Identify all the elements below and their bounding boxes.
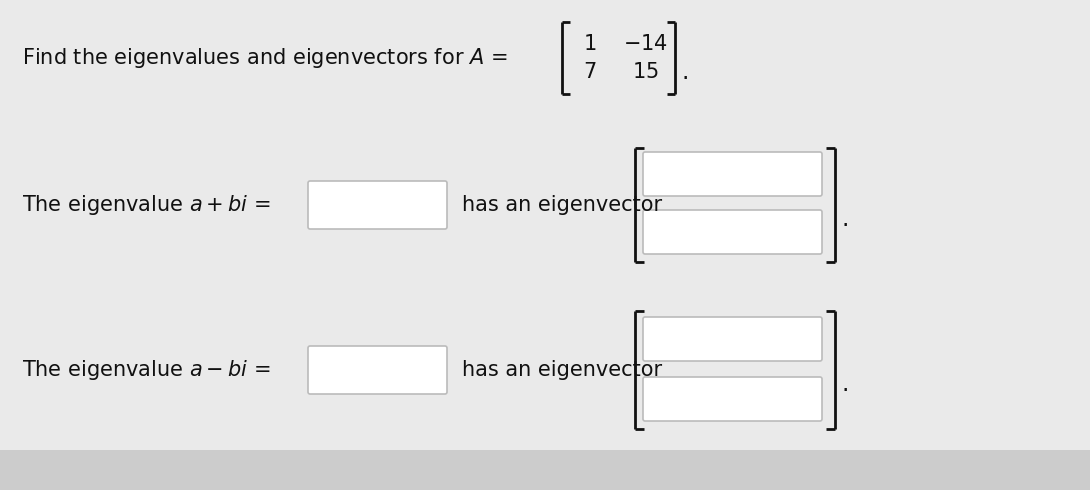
FancyBboxPatch shape bbox=[643, 152, 822, 196]
FancyBboxPatch shape bbox=[643, 317, 822, 361]
Bar bbox=[0, 450, 1090, 490]
Text: .: . bbox=[841, 207, 848, 231]
Text: The eigenvalue $a + bi$ =: The eigenvalue $a + bi$ = bbox=[22, 193, 270, 217]
Text: .: . bbox=[841, 372, 848, 396]
Text: $-14$: $-14$ bbox=[622, 34, 667, 54]
FancyBboxPatch shape bbox=[308, 346, 447, 394]
Text: $1$: $1$ bbox=[583, 34, 596, 54]
FancyBboxPatch shape bbox=[308, 181, 447, 229]
FancyBboxPatch shape bbox=[643, 210, 822, 254]
Text: The eigenvalue $a - bi$ =: The eigenvalue $a - bi$ = bbox=[22, 358, 270, 382]
Text: has an eigenvector: has an eigenvector bbox=[462, 360, 662, 380]
Text: $7$: $7$ bbox=[583, 62, 596, 82]
Text: Find the eigenvalues and eigenvectors for $A$ =: Find the eigenvalues and eigenvectors fo… bbox=[22, 46, 508, 70]
FancyBboxPatch shape bbox=[643, 377, 822, 421]
Text: $15$: $15$ bbox=[632, 62, 658, 82]
Text: has an eigenvector: has an eigenvector bbox=[462, 195, 662, 215]
Text: .: . bbox=[682, 60, 689, 84]
